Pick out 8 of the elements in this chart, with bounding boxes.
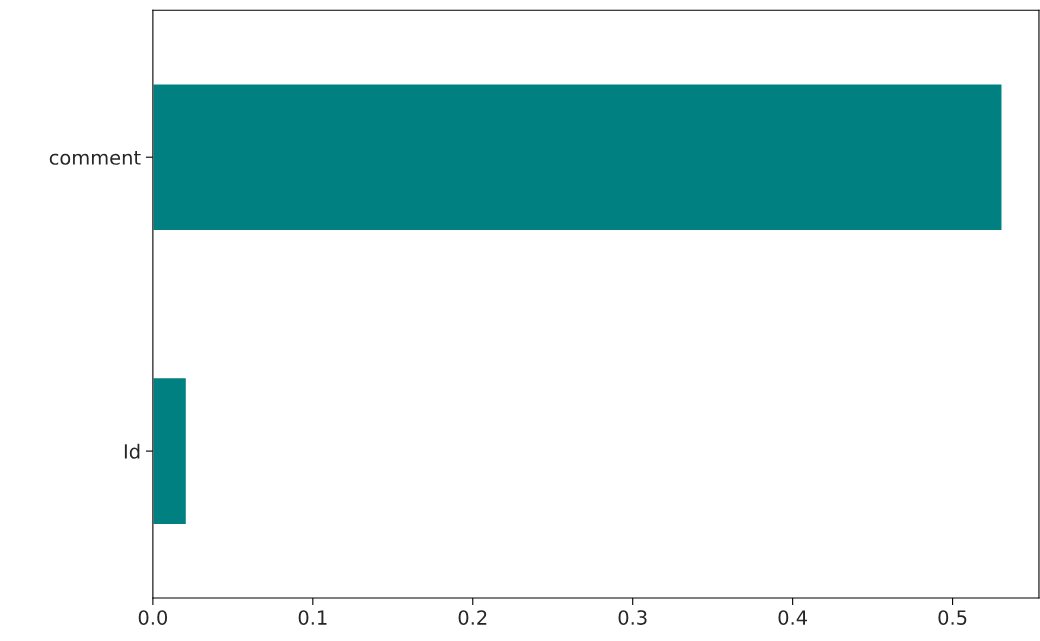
x-tick-label: 0.3	[618, 610, 647, 625]
y-tick-label: Id	[124, 443, 140, 459]
x-tick-label: 0.1	[298, 610, 327, 625]
x-tick-label: 0.0	[138, 610, 168, 625]
y-tick-label: comment	[49, 150, 141, 165]
x-tick-label: 0.5	[938, 610, 967, 625]
x-tick-label: 0.4	[778, 610, 808, 625]
x-tick-label: 0.2	[458, 610, 487, 625]
